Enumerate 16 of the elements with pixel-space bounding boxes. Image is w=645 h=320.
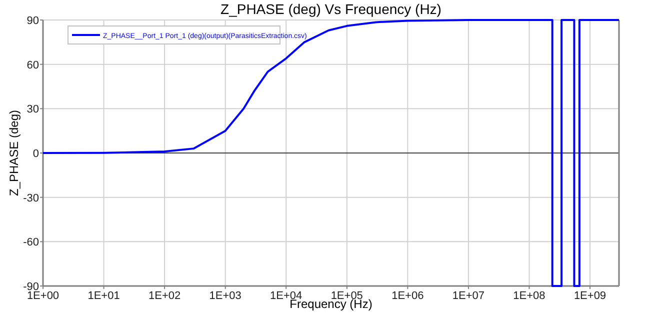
y-tick-label: 60: [26, 59, 39, 72]
chart-title: Z_PHASE (deg) Vs Frequency (Hz): [220, 1, 442, 17]
y-tick-label: 30: [26, 104, 39, 116]
y-axis-title: Z_PHASE (deg): [7, 110, 21, 196]
x-tick-label: 1E+00: [26, 290, 60, 302]
x-tick-label: 1E+08: [513, 290, 546, 302]
y-tick-label: -30: [23, 192, 39, 204]
x-tick-label: 1E+03: [209, 290, 242, 302]
x-tick-label: 1E+02: [148, 290, 181, 302]
y-tick-label: 0: [32, 148, 39, 160]
x-tick-label: 1E+06: [392, 290, 424, 302]
y-tick-label: -60: [23, 236, 39, 249]
x-tick-label: 1E+09: [574, 290, 606, 302]
x-tick-label: 1E+01: [88, 290, 120, 302]
y-tick-label: 90: [26, 15, 39, 27]
x-tick-label: 1E+07: [452, 290, 485, 302]
